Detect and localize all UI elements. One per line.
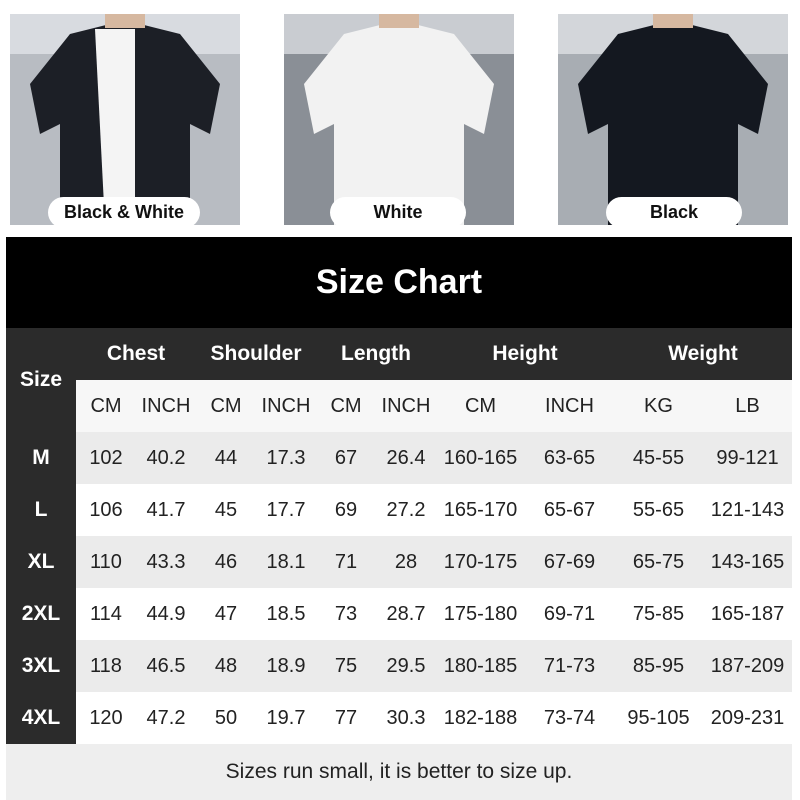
table-cell: 165-187 [710,602,785,625]
row-background [76,484,792,536]
group-header: Length [341,342,411,365]
table-cell: 71-73 [543,654,596,677]
size-label: 3XL [6,640,76,692]
table-cell: 102 [89,446,123,469]
table-cell: 47.2 [146,706,186,729]
unit-header: INCH [261,394,311,417]
table-cell: 77 [334,706,358,729]
table-cell: 143-165 [710,550,785,573]
table-cell: 73 [334,602,358,625]
table-cell: 75-85 [632,602,685,625]
row-background [76,536,792,588]
table-cell: 65-75 [632,550,685,573]
header-background [6,328,792,380]
table-cell: 120 [89,706,123,729]
table-cell: 45-55 [632,446,685,469]
photo [558,14,788,225]
table-cell: 187-209 [710,654,785,677]
unit-header: LB [735,394,760,417]
table-cell: 118 [90,654,122,677]
table-cell: 209-231 [710,706,785,729]
table-cell: 44 [214,446,238,469]
table-cell: 69 [334,498,358,521]
units-background [76,380,792,432]
table-cell: 99-121 [716,446,779,469]
unit-header: CM [90,394,122,417]
table-cell: 67 [334,446,358,469]
table-cell: 69-71 [543,602,596,625]
unit-header: INCH [141,394,191,417]
unit-header: INCH [545,394,594,417]
size-label: 2XL [6,588,76,640]
table-cell: 46.5 [146,654,186,677]
photo-label: Black & White [48,197,200,228]
table-cell: 43.3 [146,550,186,573]
table-cell: 26.4 [386,446,426,469]
size-label: XL [6,536,76,588]
table-cell: 28 [394,550,418,573]
table-cell: 17.3 [266,446,306,469]
table-cell: 160-165 [443,446,518,469]
table-cell: 55-65 [632,498,685,521]
table-cell: 44.9 [146,602,186,625]
table-cell: 40.2 [146,446,186,469]
photo [10,14,240,225]
table-cell: 30.3 [386,706,426,729]
table-cell: 180-185 [443,654,518,677]
group-header: Height [492,342,558,365]
size-label: M [6,432,76,484]
group-header: Shoulder [210,342,302,365]
table-cell: 71 [334,550,358,573]
table-cell: 67-69 [543,550,596,573]
table-cell: 29.5 [386,654,426,677]
table-cell: 45 [214,498,238,521]
table-cell: 114 [90,602,122,625]
photo-label: Black [606,197,742,228]
table-cell: 165-170 [443,498,518,521]
table-cell: 65-67 [543,498,596,521]
table-cell: 75 [334,654,358,677]
photo [284,14,514,225]
unit-header: KG [644,394,673,417]
row-background [76,640,792,692]
photo-label: White [330,197,466,228]
table-cell: 182-188 [443,706,518,729]
unit-header: CM [330,394,362,417]
table-cell: 110 [90,550,122,573]
table-cell: 73-74 [543,706,596,729]
unit-header: CM [210,394,242,417]
unit-header: INCH [381,394,431,417]
table-cell: 27.2 [386,498,426,521]
table-cell: 50 [214,706,238,729]
table-cell: 17.7 [266,498,306,521]
group-header: Chest [106,342,166,365]
size-label: L [6,484,76,536]
table-cell: 19.7 [266,706,306,729]
size-column-header: Size [6,328,76,432]
row-background [76,692,792,744]
table-cell: 41.7 [146,498,186,521]
footer-note: Sizes run small, it is better to size up… [6,744,792,800]
table-cell: 28.7 [386,602,426,625]
table-title: Size Chart [6,237,792,328]
table-cell: 121-143 [710,498,785,521]
group-header: Weight [668,342,738,365]
size-label: 4XL [6,692,76,744]
row-background [76,432,792,484]
table-cell: 47 [214,602,238,625]
table-cell: 48 [214,654,238,677]
table-cell: 18.9 [266,654,306,677]
row-background [76,588,792,640]
table-cell: 63-65 [543,446,596,469]
unit-header: CM [464,394,497,417]
table-cell: 106 [89,498,123,521]
table-cell: 46 [214,550,238,573]
table-cell: 18.1 [266,550,306,573]
table-cell: 175-180 [443,602,518,625]
table-cell: 95-105 [627,706,690,729]
table-cell: 85-95 [632,654,685,677]
table-cell: 18.5 [266,602,306,625]
table-cell: 170-175 [443,550,518,573]
